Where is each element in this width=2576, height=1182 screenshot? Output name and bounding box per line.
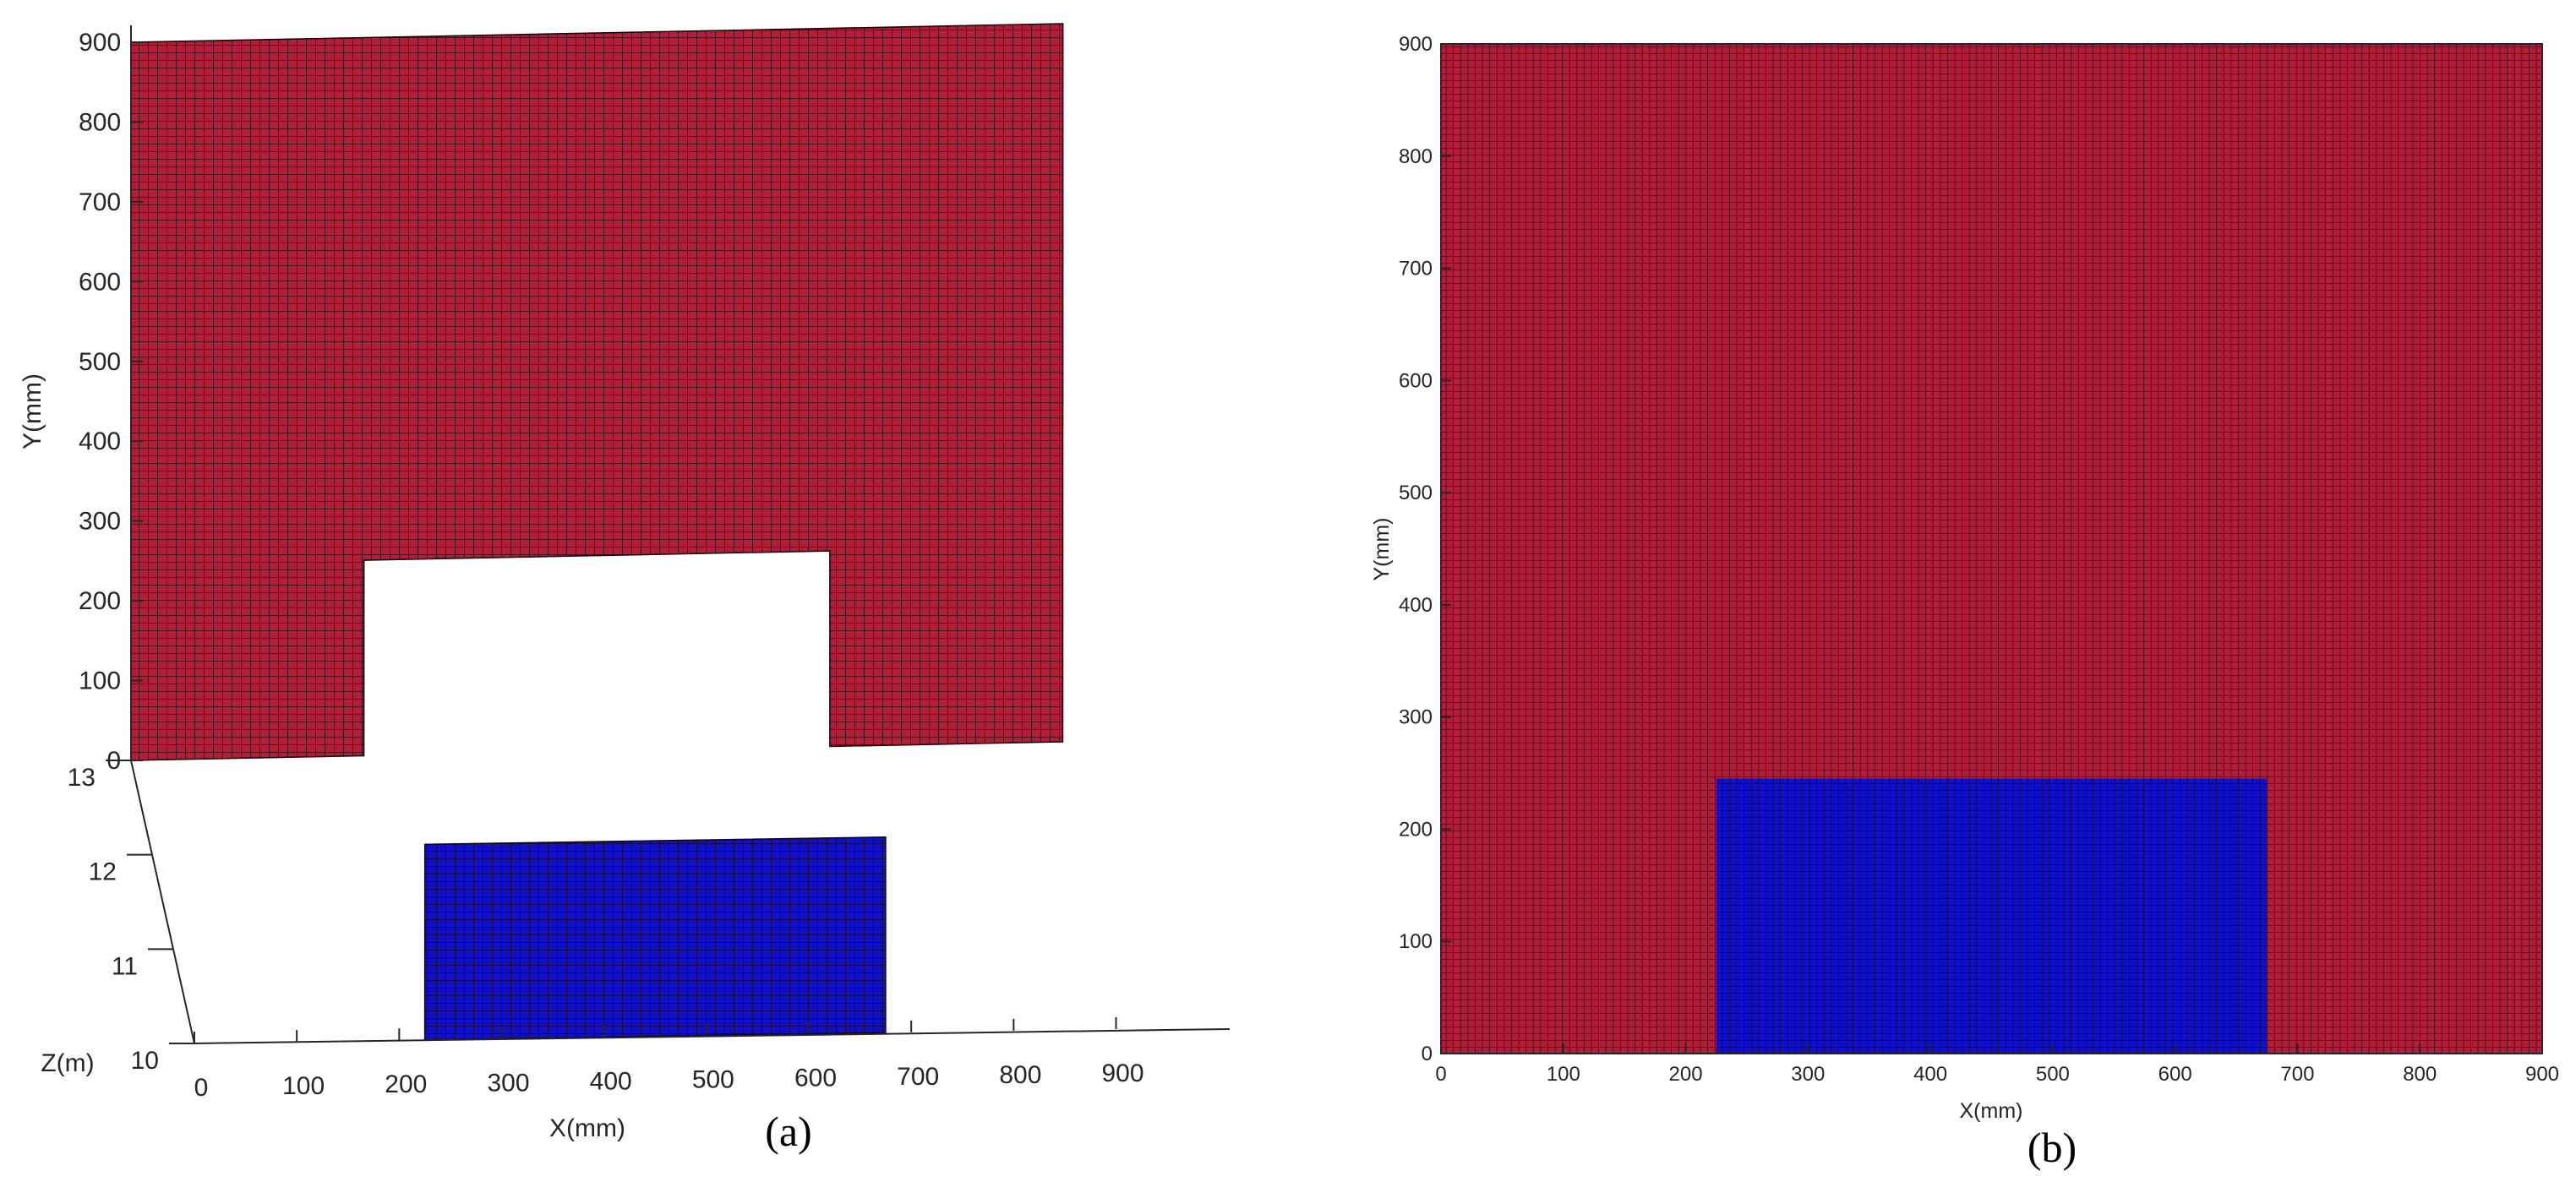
x-tick-label: 700 (2280, 1063, 2314, 1086)
region-blue-mesh (1716, 778, 2268, 1054)
y-tick-label: 200 (79, 587, 121, 615)
x-tick-labels: 0 100 200 300 400 500 600 700 800 900 (194, 1059, 1144, 1102)
x-tick-label: 900 (1101, 1059, 1143, 1087)
x-tick-label: 200 (1669, 1063, 1703, 1086)
x-tick-label: 0 (1435, 1063, 1446, 1086)
y-axis-label: Y(mm) (19, 373, 46, 449)
x-axis-line (194, 1028, 1231, 1044)
y-tick-labels: 0 100 200 300 400 500 600 700 800 900 (79, 29, 121, 775)
x-tick-label: 400 (1913, 1063, 1947, 1086)
y-tick-label: 300 (79, 508, 121, 536)
x-tick-label: 300 (487, 1069, 529, 1097)
z-tick-label: 10 (131, 1047, 159, 1075)
y-tick-label: 500 (79, 348, 121, 376)
x-axis-label: X(mm) (1960, 1099, 2023, 1123)
y-tick-label: 900 (79, 29, 121, 57)
caption-b: (b) (2028, 1124, 2077, 1171)
y-tick-label: 0 (1422, 1043, 1433, 1065)
y-tick-label: 900 (1399, 33, 1433, 56)
y-tick-label: 800 (1399, 145, 1433, 168)
x-tick-label: 800 (999, 1061, 1041, 1089)
panel-a-3d-chart: 0 100 200 300 400 500 600 700 800 900 0 100 200 300 4… (19, 23, 1231, 1155)
plot-frame (1440, 43, 2543, 1054)
y-axis-label: Y(mm) (1370, 518, 1394, 581)
z-tick-label: 11 (112, 952, 138, 980)
y-tick-label: 400 (1399, 594, 1433, 617)
x-tick-label: 0 (194, 1074, 209, 1102)
surface-red-edge (130, 23, 1064, 761)
y-tick-label: 600 (1399, 369, 1433, 392)
x-tick-label: 100 (1547, 1063, 1580, 1086)
x-tick-label: 700 (897, 1063, 939, 1091)
y-tick-label: 500 (1399, 482, 1433, 504)
z-tick-label: 13 (68, 764, 96, 792)
z-tick-labels: 10 11 12 13 (68, 764, 159, 1075)
x-tick-label: 600 (794, 1065, 837, 1092)
axes (130, 25, 1231, 1044)
surface-red-mesh (131, 24, 1063, 760)
surfaces (130, 23, 1064, 1041)
caption-a: (a) (765, 1108, 812, 1155)
regions (1441, 44, 2542, 1054)
x-tick-label: 400 (590, 1067, 632, 1095)
z-tick-label: 12 (89, 858, 117, 886)
x-tick-label: 300 (1791, 1063, 1825, 1086)
z-axis-label: Z(m) (41, 1049, 94, 1077)
x-tick-labels: 0 100 200 300 400 500 600 700 800 900 (1435, 1063, 2559, 1086)
x-tick-label: 100 (282, 1072, 325, 1100)
surface-blue-edge (423, 836, 887, 1041)
z-axis-line (130, 760, 195, 1044)
x-tick-label: 200 (385, 1070, 427, 1098)
y-tick-label: 0 (106, 747, 121, 775)
y-tick-label: 700 (79, 188, 121, 216)
x-tick-label: 600 (2158, 1063, 2192, 1086)
y-tick-label: 800 (79, 108, 121, 136)
x-tick-label: 500 (2036, 1063, 2070, 1086)
y-tick-labels: 0 100 200 300 400 500 600 700 800 900 (1399, 33, 1433, 1065)
y-tick-label: 600 (79, 268, 121, 296)
x-tick-label: 900 (2525, 1063, 2559, 1086)
tick-marks (1440, 43, 2543, 1054)
y-tick-label: 100 (1399, 930, 1433, 953)
y-tick-label: 700 (1399, 258, 1433, 281)
y-tick-label: 100 (79, 667, 121, 695)
y-tick-label: 400 (79, 428, 121, 455)
y-tick-label: 300 (1399, 706, 1433, 729)
x-tick-label: 800 (2403, 1063, 2437, 1086)
y-tick-label: 200 (1399, 818, 1433, 841)
x-tick-label: 500 (692, 1066, 734, 1094)
tick-marks (106, 41, 1117, 1044)
x-axis-label: X(mm) (549, 1114, 625, 1142)
surface-blue-mesh (424, 836, 886, 1040)
panel-b-2d-chart: 0 100 200 300 400 500 600 700 800 900 0 100 200 300 4… (1370, 33, 2559, 1171)
